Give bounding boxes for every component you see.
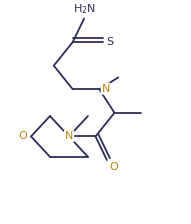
Text: S: S xyxy=(107,37,114,47)
Text: H$_2$N: H$_2$N xyxy=(73,2,96,16)
Text: N: N xyxy=(65,131,73,141)
Text: O: O xyxy=(19,131,28,141)
Text: N: N xyxy=(102,84,110,94)
Text: O: O xyxy=(110,162,118,172)
